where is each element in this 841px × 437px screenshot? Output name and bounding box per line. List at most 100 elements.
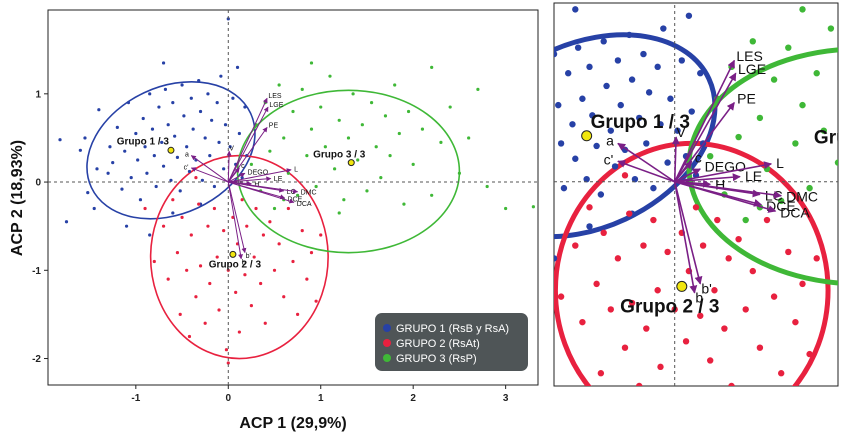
zoom-point-g2-34 xyxy=(735,235,742,243)
main-point-g1-30 xyxy=(169,178,173,182)
zoom-point-g1-38 xyxy=(611,163,619,170)
zoom-point-g2-41 xyxy=(785,248,792,256)
main-point-g2-28 xyxy=(249,303,253,308)
zoom-point-g2-2 xyxy=(586,204,593,211)
main-point-g1-6 xyxy=(97,108,101,112)
main-point-g1-18 xyxy=(141,116,145,121)
main-ellipses xyxy=(86,80,461,360)
main-point-g3-19 xyxy=(337,118,341,122)
zoom-point-g1-32 xyxy=(589,112,596,119)
main-point-g3-25 xyxy=(365,189,369,193)
main-point-g3-0 xyxy=(249,162,253,167)
main-point-g2-14 xyxy=(208,281,212,286)
main-point-g3-15 xyxy=(319,105,323,109)
zoom-point-g2-12 xyxy=(636,382,643,386)
main-point-g3-27 xyxy=(374,145,378,149)
main-point-g3-13 xyxy=(309,127,314,131)
main-point-g2-8 xyxy=(189,233,193,237)
main-point-g2-49 xyxy=(194,176,198,180)
zoom-point-g3-10 xyxy=(778,197,785,205)
zoom-arrow-dca xyxy=(674,180,777,213)
zoom-arrow-b-prime xyxy=(673,181,703,285)
zoom-point-g3-16 xyxy=(820,127,827,134)
zoom-point-g2-47 xyxy=(806,350,813,358)
main-arrow-dmc xyxy=(228,181,299,194)
zoom-group-label-3: Grupo 3 / 3 xyxy=(814,128,841,149)
main-point-g1-16 xyxy=(136,158,140,162)
main-point-g3-7 xyxy=(282,136,286,140)
zoom-point-g3-11 xyxy=(785,44,792,51)
main-var-label-a: a xyxy=(185,151,189,158)
main-point-g3-5 xyxy=(272,206,277,211)
main-point-g3-42 xyxy=(476,87,480,92)
zoom-point-g2-11 xyxy=(628,299,636,307)
main-point-g1-42 xyxy=(197,78,201,83)
main-point-g2-34 xyxy=(268,220,272,224)
zoom-point-g2-26 xyxy=(697,312,704,319)
main-point-g1-54 xyxy=(223,123,228,127)
main-point-g2-40 xyxy=(296,312,300,317)
main-var-label-b: b xyxy=(242,259,246,266)
main-point-g3-32 xyxy=(397,131,401,136)
zoom-point-g2-14 xyxy=(643,325,650,332)
zoom-arrow-dego xyxy=(674,168,701,183)
zoom-point-g2-22 xyxy=(682,338,690,345)
zoom-point-g1-26 xyxy=(569,121,576,128)
main-ellipse-group-1 xyxy=(86,80,256,220)
x-tick-label-3: 3 xyxy=(503,393,509,404)
zoom-point-g2-20 xyxy=(671,306,678,313)
zoom-point-g1-19 xyxy=(544,127,550,133)
zoom-point-g2-5 xyxy=(600,229,607,236)
legend-label-2: GRUPO 2 (RsAt) xyxy=(396,338,480,350)
zoom-group-label-2: Grupo 2 / 3 xyxy=(620,296,719,317)
main-point-g2-10 xyxy=(197,202,201,206)
main-point-g1-10 xyxy=(115,125,119,129)
zoom-point-g2-30 xyxy=(714,216,721,224)
main-point-g3-9 xyxy=(291,109,295,114)
y-tick-label-1: 1 xyxy=(35,89,41,100)
main-centroid-group-3 xyxy=(347,159,355,167)
main-point-g1-57 xyxy=(231,96,235,100)
main-point-g3-11 xyxy=(300,87,304,92)
main-point-g1-29 xyxy=(166,123,170,127)
zoom-var-label-h: H xyxy=(715,177,725,193)
zoom-point-g2-17 xyxy=(657,363,664,371)
zoom-point-g3-17 xyxy=(827,25,835,32)
zoom-point-g2-32 xyxy=(725,255,732,262)
main-point-g2-43 xyxy=(309,251,314,255)
zoom-point-g1-59 xyxy=(685,12,693,19)
main-point-g2-12 xyxy=(203,321,207,325)
main-arrow-a xyxy=(190,155,229,183)
zoom-arrow-c xyxy=(674,160,693,183)
zoom-point-g1-25 xyxy=(565,70,572,77)
zoom-point-g2-15 xyxy=(650,216,657,224)
legend-swatch-2 xyxy=(383,339,391,347)
main-point-g1-37 xyxy=(185,145,189,149)
main-point-g2-36 xyxy=(277,242,281,246)
main-point-g3-45 xyxy=(430,65,434,69)
main-point-g3-21 xyxy=(346,136,351,140)
zoom-point-g3-13 xyxy=(799,101,806,109)
main-point-g1-23 xyxy=(152,153,156,158)
main-var-label-c-prime: c' xyxy=(184,164,189,171)
zoom-var-label-dca: DCA xyxy=(780,205,810,221)
main-point-g1-49 xyxy=(212,184,217,189)
main-group-label-2: Grupo 2 / 3 xyxy=(209,259,262,270)
zoom-point-g2-49 xyxy=(621,172,629,179)
zoom-point-g1-47 xyxy=(643,140,650,147)
main-point-g1-56 xyxy=(228,145,232,149)
main-point-g1-11 xyxy=(120,187,124,191)
zoom-point-g1-69 xyxy=(572,6,579,13)
zoom-point-g2-39 xyxy=(770,293,778,300)
zoom-point-g3-12 xyxy=(792,140,799,147)
zoom-point-g2-16 xyxy=(654,287,661,294)
main-point-g1-13 xyxy=(126,101,131,105)
zoom-point-g1-46 xyxy=(640,50,647,58)
main-arrow-dego xyxy=(228,172,246,183)
x-axis-label: ACP 1 (29,9%) xyxy=(239,415,346,432)
main-point-g2-39 xyxy=(291,259,295,264)
zoom-zero-lines xyxy=(554,3,838,386)
zoom-points xyxy=(544,6,838,386)
